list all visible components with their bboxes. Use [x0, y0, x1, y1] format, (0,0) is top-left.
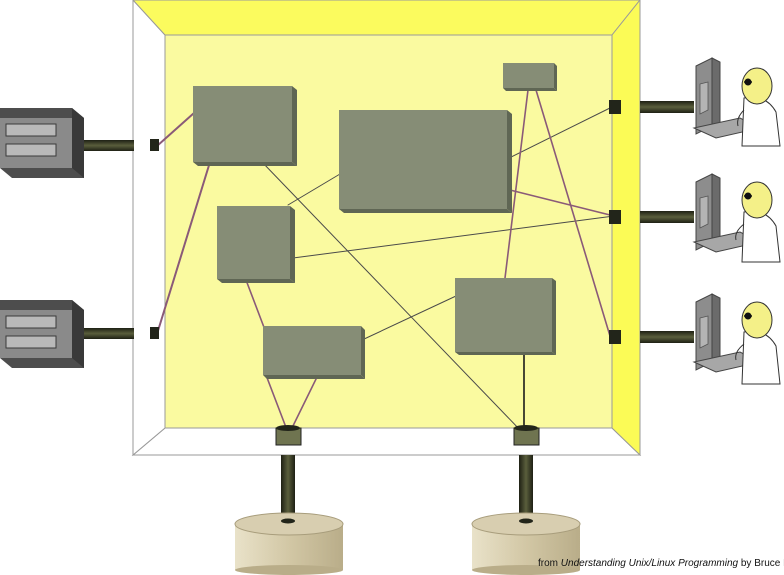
port [150, 139, 159, 151]
credit-prefix: from [538, 558, 558, 569]
user-at-terminal-icon [692, 173, 781, 263]
credit-book-title: Understanding Unix/Linux Programming [560, 558, 739, 569]
link-module-d-port-left-1 [265, 374, 288, 431]
link-module-small-terminal-3 [535, 89, 611, 337]
device-bottom-left [234, 425, 344, 575]
module-c [339, 110, 512, 213]
module-d [263, 326, 365, 379]
module-e [455, 278, 556, 355]
box-floor [131, 427, 642, 456]
device-bottom-right [471, 425, 581, 575]
box-left-wall [132, 0, 166, 457]
disk-drive-icon [0, 108, 84, 178]
cable [84, 328, 134, 339]
user-at-terminal-icon [692, 293, 781, 385]
disk-drive-2 [0, 300, 159, 368]
module-small [503, 63, 557, 91]
link-module-b-module-d [245, 279, 266, 331]
link-disk1-module-a [156, 112, 195, 147]
link-module-small-module-e [504, 89, 529, 279]
link-module-d-module-e [361, 295, 457, 341]
credit-author: Bruce Molay [754, 558, 784, 569]
disk-drive-1 [0, 108, 159, 178]
module-b [217, 206, 295, 283]
cable [519, 455, 533, 517]
box-top-wall [132, 0, 641, 36]
link-module-b-terminal-2 [292, 215, 615, 259]
link-module-a-port-bottom-right [261, 161, 523, 433]
terminal-user-2 [609, 173, 781, 263]
port [609, 330, 621, 344]
port [609, 100, 621, 114]
cable [640, 101, 694, 113]
module-a [193, 86, 297, 166]
disk-platter-icon [471, 512, 581, 575]
cable [281, 455, 295, 517]
port [609, 210, 621, 224]
box-right-wall [611, 0, 641, 457]
port [150, 327, 159, 339]
source-credit: from Understanding Unix/Linux Programmin… [538, 558, 784, 569]
cable [640, 211, 694, 223]
connection-lines [156, 89, 615, 433]
user-at-terminal-icon [692, 57, 781, 147]
disk-drive-icon [0, 300, 84, 368]
link-disk2-module-a [156, 161, 211, 335]
cable [640, 331, 694, 343]
link-module-d-port-left-2 [290, 374, 319, 431]
link-module-b-module-c [287, 173, 341, 206]
link-module-c-terminal-1 [504, 105, 615, 161]
terminal-user-3 [609, 293, 781, 385]
modules [193, 63, 557, 379]
cable [84, 140, 134, 151]
link-module-c-terminal-2 [509, 189, 615, 217]
disk-platter-icon [234, 512, 344, 575]
credit-by: by [740, 558, 752, 569]
terminal-user-1 [609, 57, 781, 147]
kernel-box [131, 0, 642, 457]
